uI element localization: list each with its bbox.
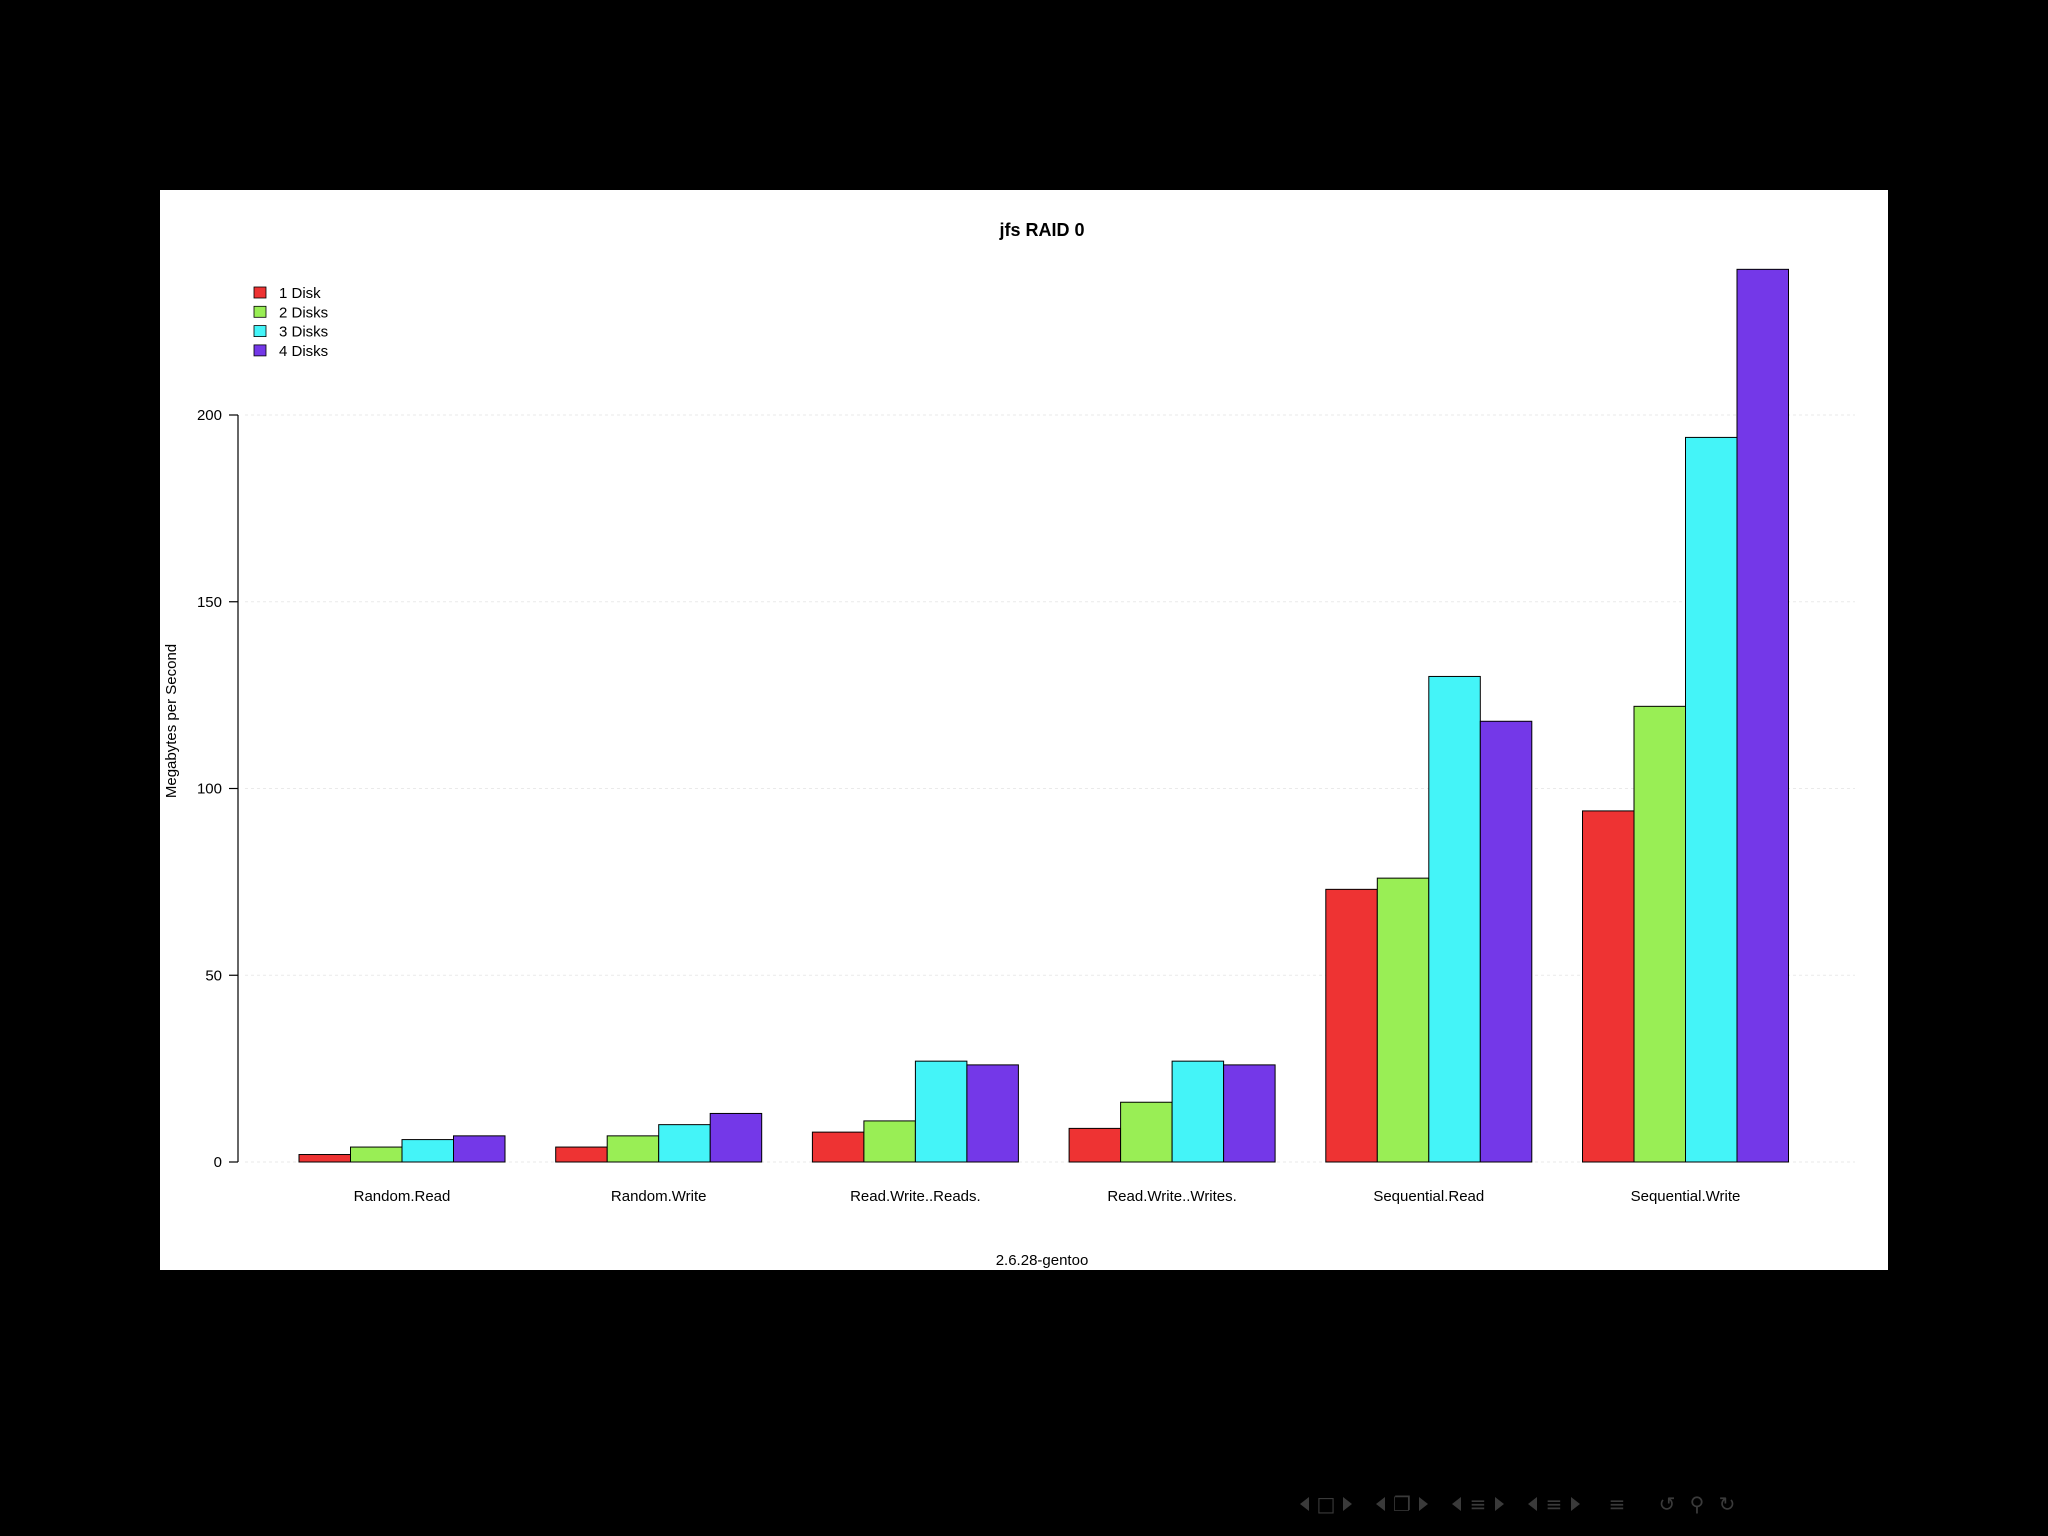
bar-1-2 bbox=[658, 1124, 711, 1163]
document-nav[interactable]: ≡ bbox=[1604, 1493, 1630, 1515]
subsection-nav-icon[interactable]: ≡ bbox=[1469, 1492, 1487, 1516]
bar-3-3 bbox=[1223, 1064, 1276, 1163]
bar-4-1 bbox=[1376, 877, 1430, 1163]
y-tick-label-0: 0 bbox=[214, 1154, 222, 1171]
search-icon[interactable]: ⚲ bbox=[1689, 1492, 1705, 1516]
legend-swatch-0 bbox=[253, 286, 267, 299]
bar-1-1 bbox=[606, 1135, 660, 1163]
bar-5-2 bbox=[1685, 436, 1738, 1163]
x-tick-label-4: Sequential.Read bbox=[1373, 1188, 1484, 1205]
bar-0-0 bbox=[298, 1154, 351, 1163]
bar-2-1 bbox=[863, 1120, 916, 1163]
chart-title: jfs RAID 0 bbox=[998, 220, 1084, 240]
arrow-left-icon[interactable] bbox=[1528, 1497, 1537, 1511]
section-nav-icon[interactable]: ≡ bbox=[1545, 1492, 1563, 1516]
redo-icon[interactable]: ↻ bbox=[1718, 1492, 1736, 1516]
x-axis-label: 2.6.28-gentoo bbox=[996, 1252, 1089, 1269]
arrow-left-icon[interactable] bbox=[1452, 1497, 1461, 1511]
bar-0-3 bbox=[453, 1135, 506, 1163]
bar-5-3 bbox=[1736, 268, 1789, 1163]
document-nav-icon[interactable]: ≡ bbox=[1608, 1492, 1626, 1516]
bar-2-3 bbox=[966, 1064, 1019, 1163]
undo-icon[interactable]: ↺ bbox=[1658, 1492, 1676, 1516]
frame-nav-icon[interactable]: ❐ bbox=[1393, 1492, 1411, 1516]
bar-4-2 bbox=[1428, 675, 1481, 1163]
bar-2-0 bbox=[811, 1131, 865, 1163]
arrow-left-icon[interactable] bbox=[1300, 1497, 1309, 1511]
arrow-right-icon[interactable] bbox=[1419, 1497, 1428, 1511]
slide-nav-icon[interactable]: □ bbox=[1316, 1492, 1336, 1516]
frame-nav[interactable]: ❐ bbox=[1376, 1493, 1428, 1515]
bar-3-1 bbox=[1120, 1101, 1173, 1163]
arrow-right-icon[interactable] bbox=[1571, 1497, 1580, 1511]
y-tick-label-4: 200 bbox=[197, 407, 222, 424]
bar-chart: 0 50 100 150 200 Random.Read Random.Write Read.… bbox=[163, 220, 1855, 1269]
y-tick-label-1: 50 bbox=[205, 967, 222, 984]
x-tick-label-5: Sequential.Write bbox=[1631, 1188, 1741, 1205]
legend-swatch-1 bbox=[253, 305, 267, 318]
axes: 0 50 100 150 200 Random.Read Random.Write Read.… bbox=[197, 407, 1740, 1205]
legend-label-2: 3 Disks bbox=[279, 324, 328, 341]
bar-3-2 bbox=[1171, 1060, 1225, 1163]
x-tick-label-3: Read.Write..Writes. bbox=[1107, 1188, 1236, 1205]
arrow-left-icon[interactable] bbox=[1376, 1497, 1385, 1511]
legend-label-1: 2 Disks bbox=[279, 304, 328, 321]
bar-1-3 bbox=[709, 1112, 763, 1163]
y-axis-label: Megabytes per Second bbox=[163, 644, 180, 798]
bar-0-2 bbox=[401, 1139, 454, 1163]
bar-4-0 bbox=[1325, 888, 1378, 1163]
subsection-nav[interactable]: ≡ bbox=[1452, 1493, 1504, 1515]
chart-panel: 0 50 100 150 200 Random.Read Random.Write Read.… bbox=[160, 190, 1888, 1270]
gridlines bbox=[245, 414, 1855, 1163]
bar-3-0 bbox=[1068, 1127, 1122, 1163]
x-tick-label-1: Random.Write bbox=[611, 1188, 707, 1205]
slide-nav[interactable]: □ bbox=[1300, 1493, 1352, 1515]
y-tick-label-3: 150 bbox=[197, 594, 222, 611]
arrow-right-icon[interactable] bbox=[1495, 1497, 1504, 1511]
bars bbox=[298, 268, 1789, 1163]
bar-5-0 bbox=[1582, 810, 1635, 1163]
legend: 1 Disk 2 Disks 3 Disks 4 Disks bbox=[253, 285, 328, 360]
legend-swatch-2 bbox=[253, 325, 267, 338]
arrow-right-icon[interactable] bbox=[1343, 1497, 1352, 1511]
section-nav[interactable]: ≡ bbox=[1528, 1493, 1580, 1515]
x-tick-label-2: Read.Write..Reads. bbox=[850, 1188, 981, 1205]
y-tick-label-2: 100 bbox=[197, 781, 222, 798]
beamer-navigation-bar: □ ❐ ≡ ≡ ≡ ↺ ⚲ ↻ bbox=[1300, 1490, 2040, 1518]
bar-2-2 bbox=[914, 1060, 968, 1163]
legend-label-0: 1 Disk bbox=[279, 285, 321, 302]
bar-5-1 bbox=[1633, 705, 1686, 1163]
search-nav[interactable]: ↺ ⚲ ↻ bbox=[1654, 1493, 1740, 1515]
legend-label-3: 4 Disks bbox=[279, 343, 328, 360]
bar-1-0 bbox=[555, 1146, 608, 1163]
bar-4-3 bbox=[1479, 720, 1533, 1163]
legend-swatch-3 bbox=[253, 344, 267, 357]
bar-0-1 bbox=[350, 1146, 403, 1163]
x-tick-label-0: Random.Read bbox=[354, 1188, 451, 1205]
